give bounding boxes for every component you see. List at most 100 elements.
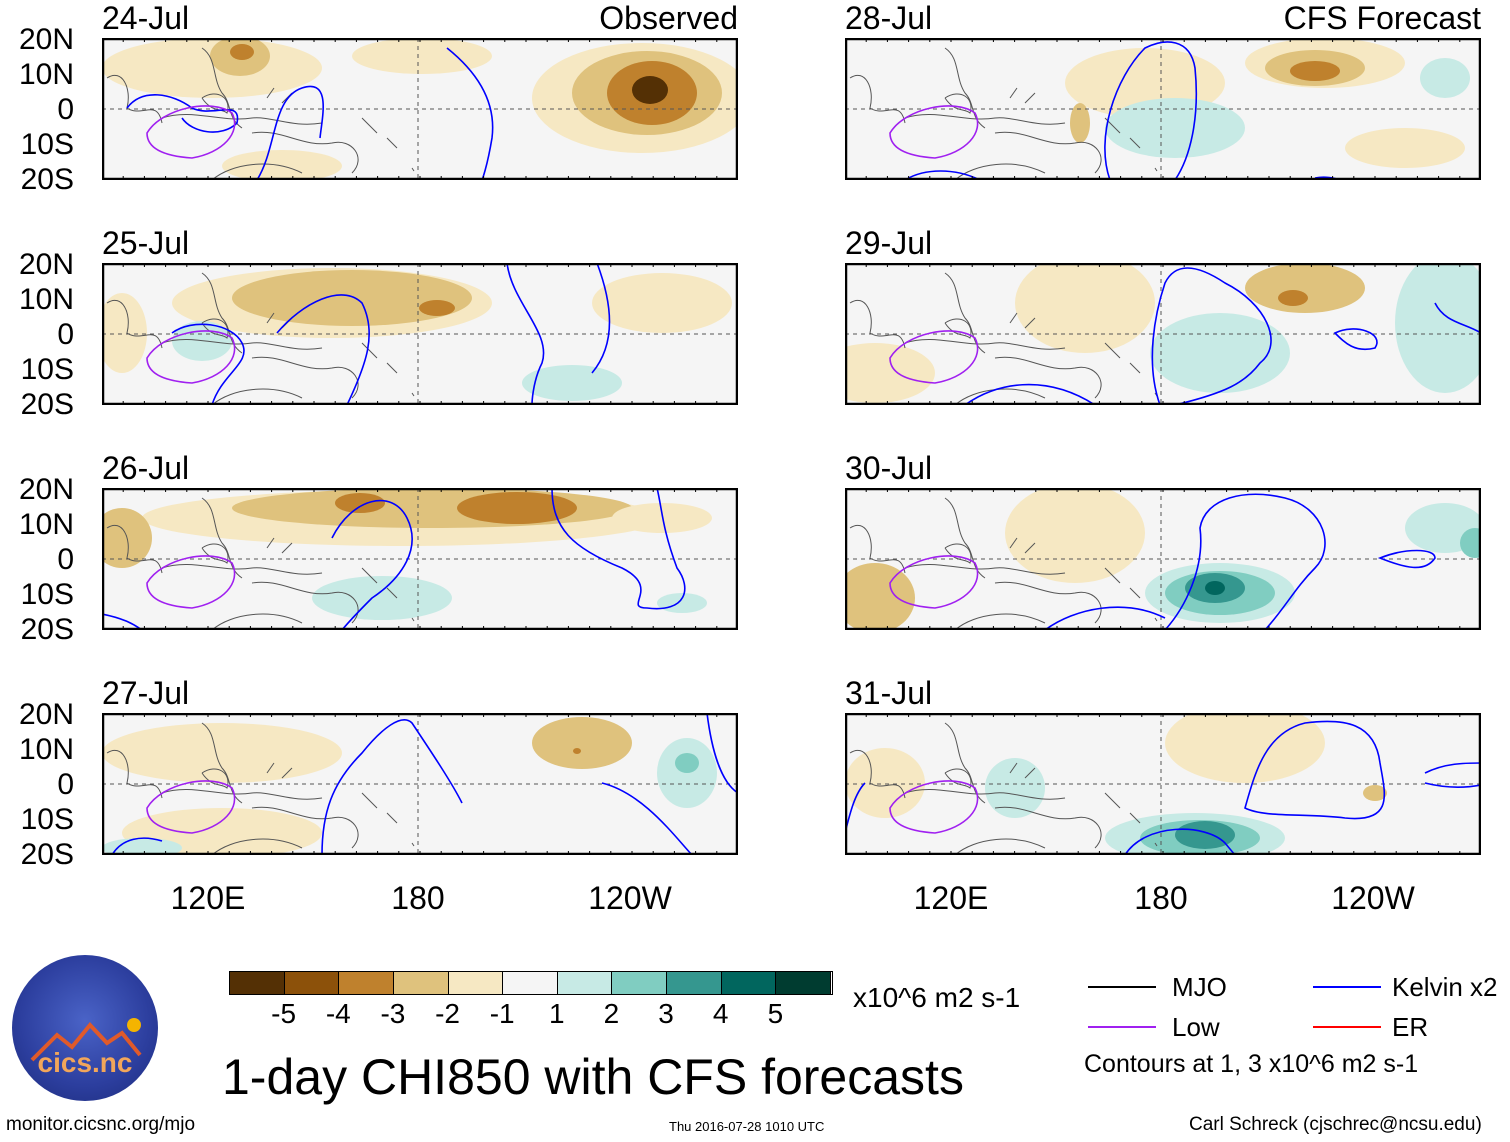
- low-contour: [889, 105, 979, 159]
- anomaly-shading: [985, 758, 1045, 818]
- anomaly-shading: [222, 150, 342, 180]
- coastline: [266, 87, 415, 172]
- lat-label: 10N: [18, 58, 74, 91]
- panel-source-tag: CFS Forecast: [1283, 0, 1481, 36]
- lat-label: 0: [57, 768, 74, 801]
- low-contour: [146, 780, 236, 834]
- colorbar-swatch: [667, 972, 722, 994]
- kelvin-contour: [1151, 267, 1272, 405]
- colorbar-tick-label: 2: [603, 998, 620, 1029]
- anomaly-shading: [675, 753, 699, 773]
- anomaly-shading: [1420, 58, 1470, 98]
- map-panel-31-Jul: [845, 713, 1481, 855]
- coastline: [106, 750, 163, 799]
- kelvin-contour: [321, 719, 463, 855]
- low-contour: [146, 330, 236, 384]
- colorbar-tick-label: 4: [712, 998, 729, 1029]
- coastline: [904, 339, 1066, 350]
- lat-label: 20N: [18, 23, 74, 56]
- lat-label: 10S: [20, 578, 74, 611]
- colorbar-tick-label: -5: [271, 998, 297, 1029]
- colorbar-swatch: [230, 972, 285, 994]
- lat-label: 0: [57, 318, 74, 351]
- coastline: [251, 806, 359, 849]
- lat-label: 10N: [18, 733, 74, 766]
- kelvin-contour: [1104, 41, 1198, 180]
- lat-label: 10N: [18, 508, 74, 541]
- figure-title: 1-day CHI850 with CFS forecasts: [222, 1049, 964, 1105]
- coastline: [904, 789, 1066, 800]
- coastline: [954, 163, 1046, 180]
- anomaly-shading: [1290, 61, 1340, 81]
- lon-label: 120W: [588, 880, 672, 916]
- anomaly-shading: [522, 365, 622, 401]
- anomaly-shading: [632, 76, 668, 104]
- colorbar-swatch: [557, 972, 613, 994]
- coastline: [1009, 537, 1158, 622]
- low-contour: [889, 555, 979, 609]
- map-panel-25-Jul: [102, 263, 738, 405]
- anomaly-shading: [1070, 103, 1090, 143]
- coastline: [211, 613, 303, 630]
- coastline: [266, 762, 415, 847]
- legend-label-kelvin: Kelvin x2: [1392, 972, 1498, 1002]
- lat-label: 10S: [20, 803, 74, 836]
- anomaly-shading: [1363, 785, 1387, 801]
- coastline: [904, 114, 1066, 125]
- coastline: [211, 838, 303, 855]
- coastline: [904, 564, 1066, 575]
- coastline: [251, 581, 359, 624]
- contour-note: Contours at 1, 3 x10^6 m2 s-1: [1084, 1050, 1419, 1078]
- lat-label: 10S: [20, 353, 74, 386]
- kelvin-contour: [111, 837, 163, 855]
- map-panel-26-Jul: [102, 488, 738, 630]
- coastline: [1009, 762, 1158, 847]
- anomaly-shading: [230, 44, 254, 60]
- coastline: [954, 838, 1046, 855]
- anomaly-shading: [102, 293, 147, 373]
- lat-label: 20S: [20, 163, 74, 196]
- legend-line-low: [1088, 1026, 1156, 1028]
- coastline: [994, 131, 1102, 174]
- anomaly-shading: [1150, 313, 1290, 393]
- colorbar-swatch: [612, 972, 668, 994]
- low-contour: [889, 780, 979, 834]
- lat-label: 10N: [18, 283, 74, 316]
- anomaly-shading: [1175, 821, 1235, 849]
- colorbar-swatch: [721, 972, 777, 994]
- colorbar-swatch: [339, 972, 394, 994]
- lat-label: 0: [57, 543, 74, 576]
- lat-label: 20N: [18, 248, 74, 281]
- kelvin-contour: [446, 47, 494, 180]
- kelvin-contour: [331, 499, 413, 630]
- colorbar-tick-label: -2: [435, 998, 460, 1029]
- colorbar-tick-label: -1: [489, 998, 515, 1029]
- lon-label: 120E: [170, 880, 246, 916]
- colorbar-tick-label: -3: [380, 998, 406, 1029]
- legend-label-mjo: MJO: [1172, 972, 1227, 1002]
- map-panel-30-Jul: [845, 488, 1481, 630]
- coastline: [994, 356, 1102, 399]
- lat-label: 20S: [20, 613, 74, 646]
- logo-text: cics.nc: [37, 1047, 133, 1078]
- kelvin-contour: [171, 294, 370, 405]
- legend-line-er: [1313, 1026, 1381, 1028]
- lat-label: 20N: [18, 698, 74, 731]
- panel-date: 30-Jul: [845, 450, 933, 486]
- panel-date: 29-Jul: [845, 225, 933, 261]
- panel-date: 26-Jul: [102, 450, 190, 486]
- coastline: [849, 750, 906, 799]
- map-panel-28-Jul: [845, 38, 1481, 180]
- low-contour: [146, 105, 236, 159]
- lon-label: 120E: [913, 880, 989, 916]
- coastline: [954, 613, 1046, 630]
- lat-label: 20S: [20, 388, 74, 421]
- map-panel-27-Jul: [102, 713, 738, 855]
- anomaly-shading: [592, 273, 732, 333]
- kelvin-contour: [1424, 762, 1481, 788]
- legend-line-kelvin: [1313, 986, 1381, 988]
- kelvin-contour: [551, 488, 686, 610]
- kelvin-contour: [126, 85, 324, 180]
- footer-url[interactable]: monitor.cicsnc.org/mjo: [6, 1114, 196, 1135]
- anomaly-shading: [1165, 713, 1325, 783]
